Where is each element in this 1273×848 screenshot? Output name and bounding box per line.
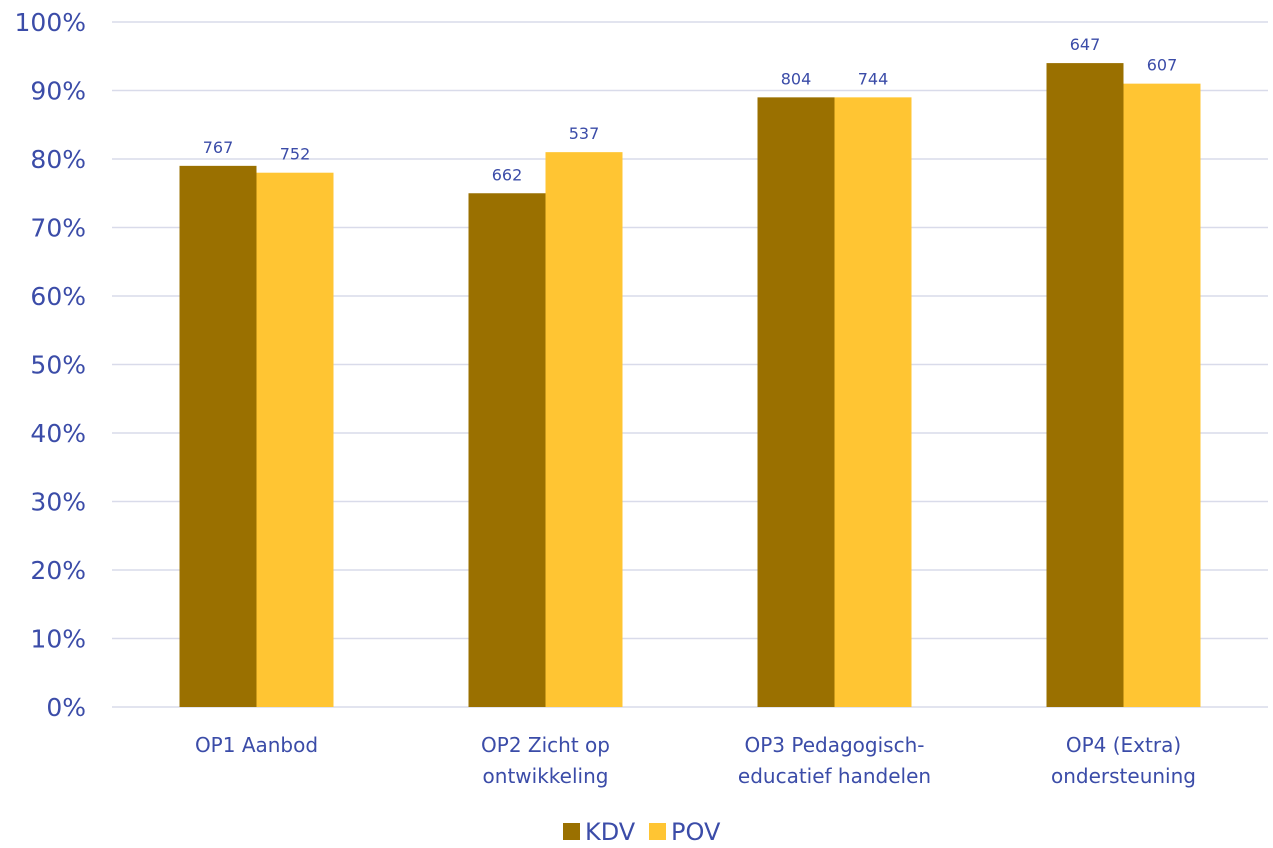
legend: KDV POV xyxy=(563,818,721,846)
y-tick-label: 40% xyxy=(30,419,86,448)
legend-swatch-pov xyxy=(649,823,666,840)
x-category-label: OP1 Aanbod xyxy=(195,733,318,757)
bars xyxy=(179,63,1201,708)
y-tick-label: 90% xyxy=(30,77,86,106)
y-tick-label: 20% xyxy=(30,556,86,585)
bar-kdv xyxy=(468,193,546,707)
legend-label: KDV xyxy=(585,818,636,846)
x-axis-categories: OP1 Aanbod OP2 Zicht op ontwikkeling OP3 Pe… xyxy=(195,733,1196,788)
data-label: 662 xyxy=(492,165,523,184)
y-tick-label: 30% xyxy=(30,488,86,517)
bar-pov xyxy=(834,97,912,708)
legend-label: POV xyxy=(671,818,721,846)
x-category-label: ontwikkeling xyxy=(483,764,609,788)
data-label: 607 xyxy=(1147,56,1178,75)
bar-kdv xyxy=(757,97,835,708)
y-tick-label: 50% xyxy=(30,351,86,380)
bar-pov xyxy=(545,152,623,707)
y-tick-label: 80% xyxy=(30,145,86,174)
bar-kdv xyxy=(179,165,257,708)
data-labels: 767 752 662 537 804 744 647 607 xyxy=(203,35,1178,184)
bar-kdv xyxy=(1046,63,1124,708)
y-tick-label: 10% xyxy=(30,625,86,654)
data-label: 752 xyxy=(280,145,311,164)
y-tick-label: 60% xyxy=(30,282,86,311)
x-category-label: OP3 Pedagogisch- xyxy=(745,733,925,757)
legend-swatch-kdv xyxy=(563,823,580,840)
data-label: 804 xyxy=(781,69,812,88)
y-tick-label: 70% xyxy=(30,214,86,243)
x-category-label: OP2 Zicht op xyxy=(481,733,610,757)
data-label: 537 xyxy=(569,124,600,143)
data-label: 647 xyxy=(1070,35,1101,54)
x-category-label: OP4 (Extra) xyxy=(1066,733,1181,757)
y-tick-label: 100% xyxy=(15,8,86,37)
data-label: 767 xyxy=(203,138,234,157)
y-axis-ticks: 0% 10% 20% 30% 40% 50% 60% 70% 80% 90% 100% xyxy=(15,8,86,722)
y-tick-label: 0% xyxy=(46,693,86,722)
bar-pov xyxy=(1123,83,1201,707)
x-category-label: educatief handelen xyxy=(738,764,931,788)
x-category-label: ondersteuning xyxy=(1051,764,1196,788)
bar-pov xyxy=(256,172,334,707)
data-label: 744 xyxy=(858,69,889,88)
